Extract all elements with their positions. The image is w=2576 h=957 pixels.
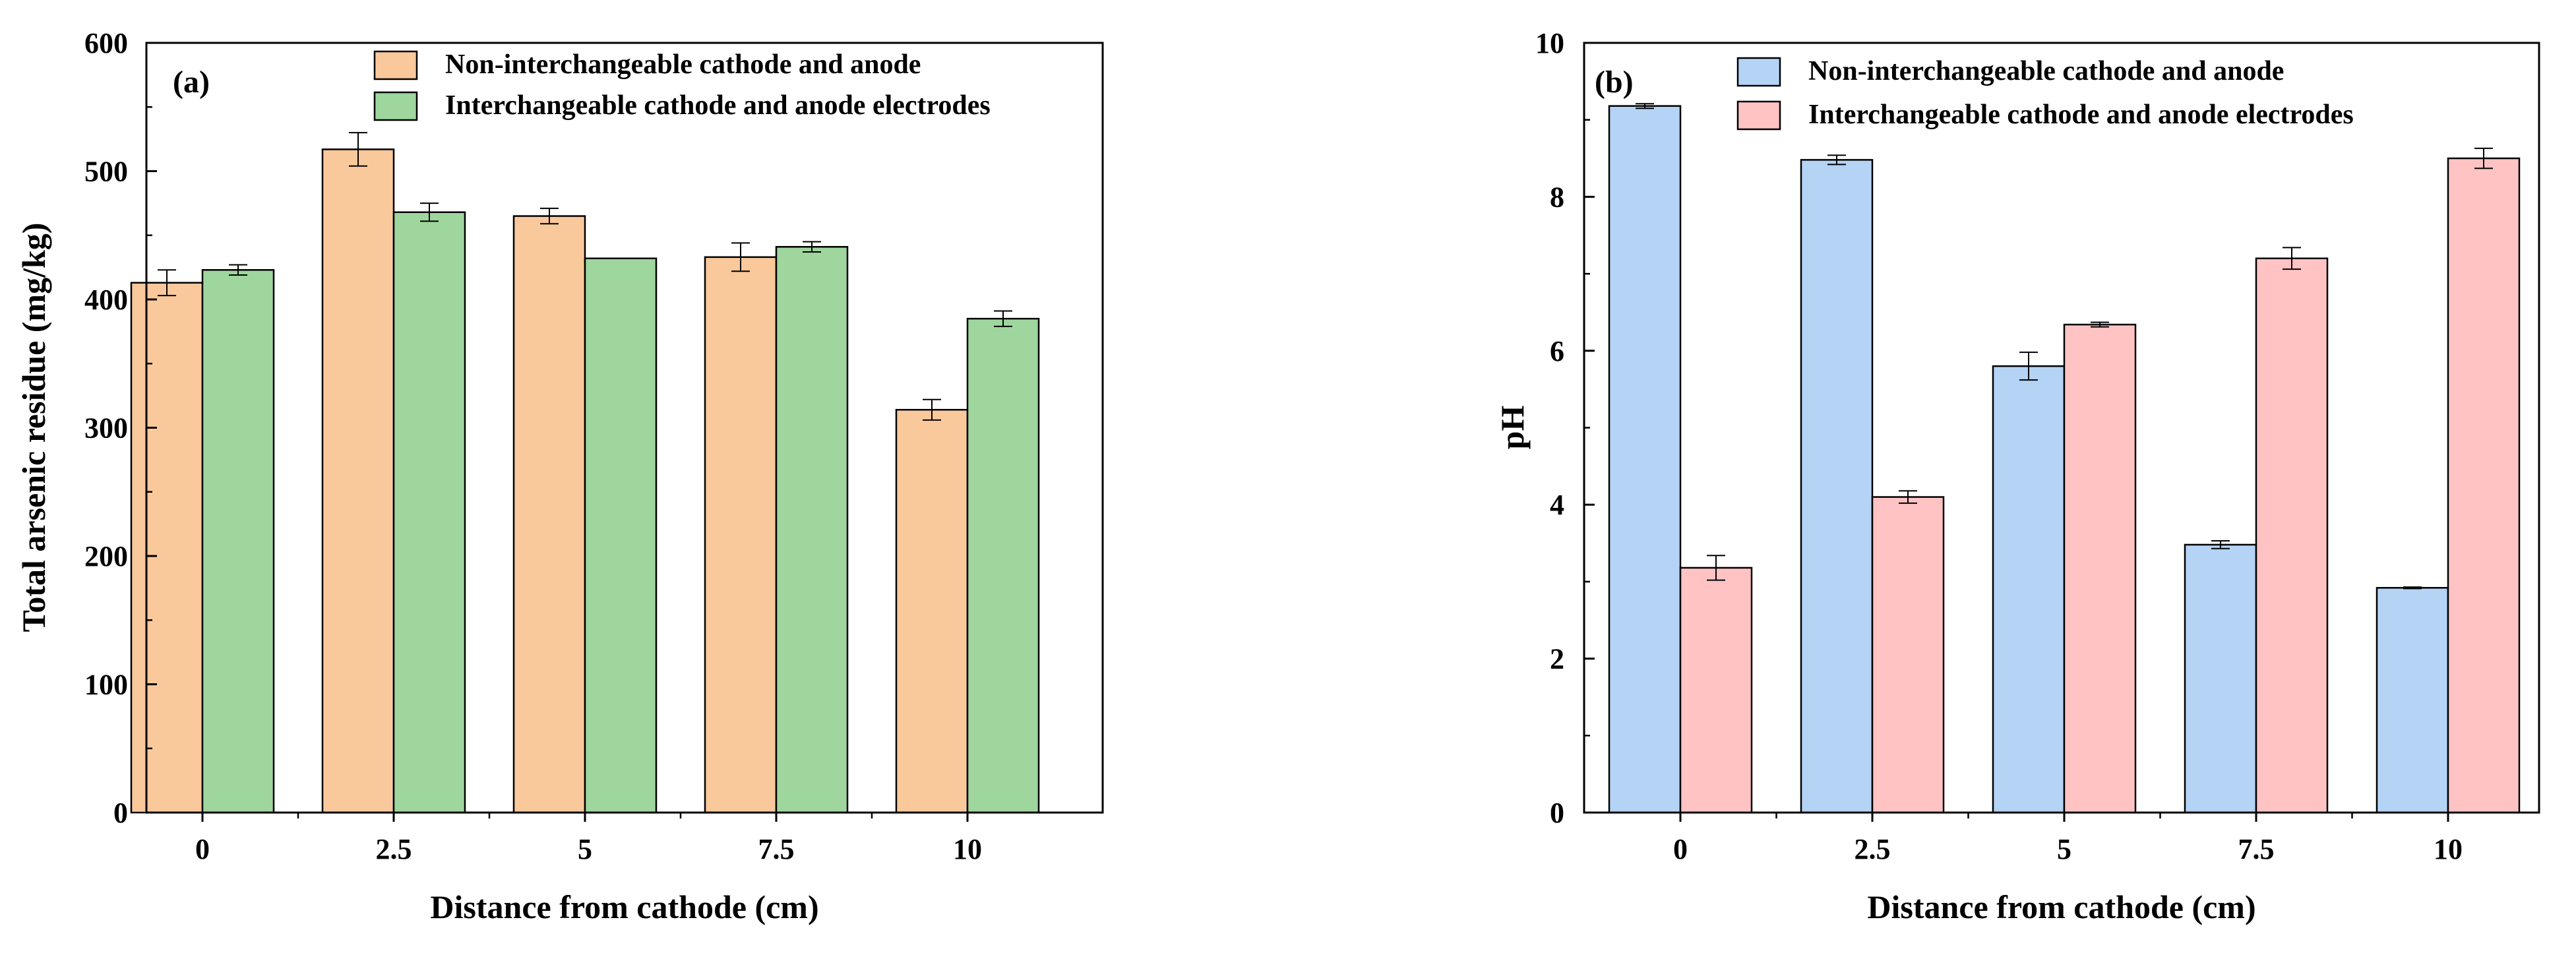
chart-b: 0 2 4 6 8 10 0 2.5 5 7.5 10 Distance from cathode (… bbox=[1494, 27, 2540, 925]
x-tick-label: 2.5 bbox=[376, 833, 412, 865]
y-tick-label: 600 bbox=[84, 27, 128, 59]
y-tick-label: 0 bbox=[1550, 797, 1564, 829]
bar-series1-2.5 bbox=[1800, 159, 1874, 814]
y-tick-label: 200 bbox=[84, 540, 128, 572]
panel-label: (a) bbox=[173, 65, 210, 100]
bar-series1-7.5 bbox=[2184, 543, 2257, 814]
legend-label-series2: Interchangeable cathode and anode electr… bbox=[1808, 100, 2354, 130]
bar-series1-7.5 bbox=[704, 256, 778, 814]
legend-swatch-series2 bbox=[1736, 100, 1781, 131]
bar-series2-0 bbox=[201, 269, 275, 814]
bar-series2-5 bbox=[584, 257, 658, 814]
legend-swatch-series1 bbox=[1736, 57, 1781, 87]
x-tick-label: 2.5 bbox=[1855, 833, 1891, 865]
bar-series1-2.5 bbox=[321, 148, 395, 814]
x-tick-label: 0 bbox=[1673, 833, 1688, 865]
bar-series1-0 bbox=[1608, 105, 1682, 814]
x-tick-label: 7.5 bbox=[2238, 833, 2275, 865]
x-tick-label: 5 bbox=[2057, 833, 2071, 865]
y-tick-label: 100 bbox=[84, 669, 128, 701]
x-tick-label: 7.5 bbox=[758, 833, 795, 865]
y-tick-label: 10 bbox=[1535, 27, 1564, 59]
bar-series1-10 bbox=[895, 409, 969, 814]
y-tick-label: 8 bbox=[1550, 181, 1564, 213]
bar-series1-5 bbox=[1992, 365, 2066, 814]
legend-label-series2: Interchangeable cathode and anode electr… bbox=[445, 90, 991, 121]
x-tick-label: 10 bbox=[953, 833, 982, 865]
y-tick-label: 300 bbox=[84, 412, 128, 445]
y-tick-label: 2 bbox=[1550, 643, 1564, 675]
y-axis-label: Total arsenic residue (mg/kg) bbox=[15, 223, 52, 633]
legend-label-series1: Non-interchangeable cathode and anode bbox=[1808, 56, 2284, 86]
x-tick-label: 5 bbox=[578, 833, 592, 865]
x-tick-label: 0 bbox=[195, 833, 210, 865]
y-tick-label: 500 bbox=[84, 156, 128, 188]
bar-series2-2.5 bbox=[1871, 496, 1945, 814]
bar-series2-7.5 bbox=[775, 246, 849, 814]
legend-swatch-series2 bbox=[373, 91, 418, 121]
y-tick-label: 6 bbox=[1550, 335, 1564, 367]
bar-series1-5 bbox=[512, 215, 586, 814]
y-axis-label: pH bbox=[1494, 406, 1531, 450]
x-tick-label: 10 bbox=[2434, 833, 2463, 865]
bar-series1-0 bbox=[130, 282, 204, 814]
y-tick-label: 0 bbox=[113, 797, 128, 829]
bar-series2-10 bbox=[2447, 157, 2521, 814]
bar-series2-10 bbox=[966, 317, 1040, 814]
x-axis-label: Distance from cathode (cm) bbox=[430, 888, 818, 925]
legend-swatch-series1 bbox=[373, 50, 418, 80]
bar-series1-10 bbox=[2376, 586, 2449, 814]
y-tick-label: 4 bbox=[1550, 489, 1564, 521]
y-tick-label: 400 bbox=[84, 284, 128, 316]
x-axis-label: Distance from cathode (cm) bbox=[1867, 888, 2255, 925]
chart-a: 0 100 200 300 400 500 600 0 2.5 5 7.5 10 Distance fr… bbox=[15, 27, 1104, 925]
bar-series2-5 bbox=[2063, 323, 2137, 814]
panel-label: (b) bbox=[1595, 65, 1634, 100]
bar-series2-0 bbox=[1679, 567, 1753, 814]
legend-label-series1: Non-interchangeable cathode and anode bbox=[445, 49, 921, 80]
bar-series2-2.5 bbox=[392, 211, 466, 814]
bar-series2-7.5 bbox=[2255, 257, 2329, 814]
